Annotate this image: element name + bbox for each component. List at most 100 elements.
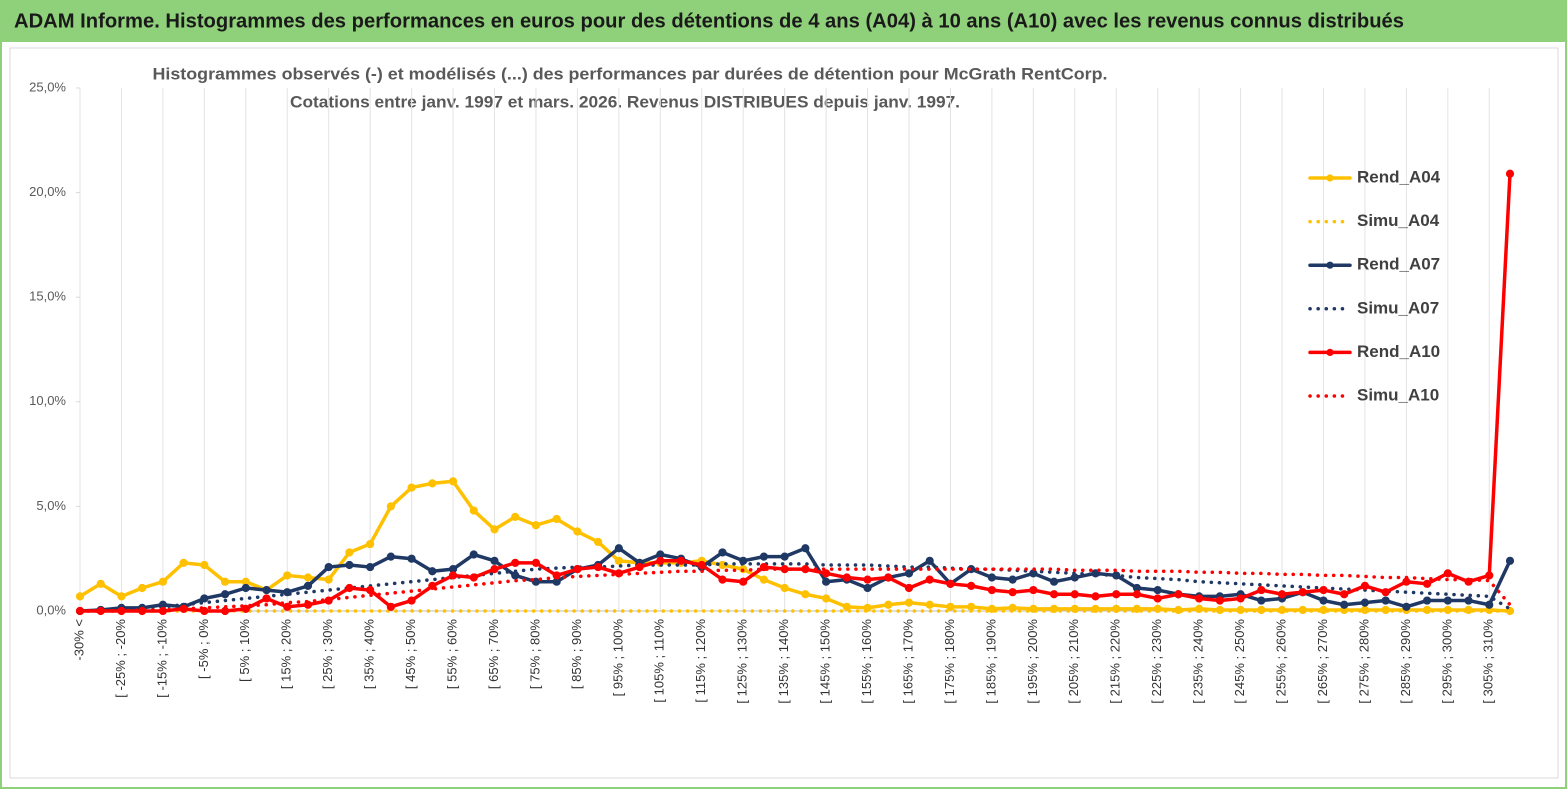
point — [511, 512, 520, 521]
point — [1132, 590, 1142, 599]
point — [220, 577, 230, 586]
point — [531, 521, 541, 530]
legend-label: Simu_A10 — [1357, 385, 1439, 404]
point — [1257, 596, 1266, 605]
point — [1360, 581, 1370, 590]
point — [739, 577, 748, 586]
point — [1402, 602, 1411, 611]
point — [220, 590, 230, 599]
point — [697, 560, 706, 570]
point — [863, 575, 872, 584]
point — [1070, 573, 1079, 582]
point — [324, 575, 333, 584]
point — [967, 581, 976, 590]
x-tick-label: [ 85% ; 90% — [569, 619, 584, 690]
point — [469, 506, 478, 515]
legend-label: Rend_A04 — [1357, 167, 1441, 186]
point — [573, 565, 582, 574]
point — [448, 571, 458, 580]
point — [469, 573, 478, 582]
point — [1505, 169, 1515, 178]
x-tick-label: [ 185% ; 190% — [983, 619, 998, 704]
point — [386, 552, 395, 561]
plot-frame — [9, 47, 1559, 779]
x-tick-label: [ 65% ; 70% — [486, 619, 501, 690]
point — [324, 562, 333, 572]
point — [262, 585, 271, 595]
point — [490, 525, 499, 534]
legend-label: Simu_A04 — [1357, 211, 1440, 230]
point — [1319, 596, 1328, 605]
x-tick-label: [ 155% ; 160% — [859, 619, 874, 704]
point — [366, 585, 375, 595]
point — [656, 556, 665, 565]
point — [241, 583, 250, 593]
point — [925, 575, 934, 584]
x-tick-label: [ 295% ; 300% — [1439, 619, 1454, 704]
point — [490, 556, 499, 565]
point — [200, 594, 209, 603]
x-tick-label: [ 225% ; 230% — [1149, 619, 1164, 704]
x-tick-label: [ -5% ; 0% — [196, 619, 211, 679]
y-tick-label: 0,0% — [36, 602, 66, 617]
point — [366, 562, 375, 572]
point — [863, 583, 872, 593]
point — [614, 544, 623, 553]
point — [428, 567, 437, 576]
point — [552, 514, 561, 524]
observed-line — [78, 546, 1512, 613]
point — [345, 560, 354, 570]
point — [1091, 592, 1100, 601]
grid — [79, 88, 1490, 611]
point — [759, 575, 769, 584]
point — [884, 573, 893, 582]
point — [117, 592, 126, 601]
point — [200, 560, 209, 570]
legend-marker — [1326, 261, 1334, 269]
point — [676, 556, 686, 565]
observed-line — [78, 172, 1512, 613]
point — [987, 585, 996, 595]
point — [407, 596, 416, 605]
point — [1277, 590, 1287, 599]
point — [138, 583, 147, 593]
point — [1029, 585, 1038, 595]
point — [904, 583, 914, 593]
point — [241, 604, 250, 614]
point — [780, 552, 789, 561]
point — [1505, 556, 1515, 565]
point — [821, 569, 831, 578]
legend-label: Rend_A10 — [1357, 342, 1440, 361]
point — [1340, 590, 1349, 599]
point — [158, 577, 167, 586]
point — [345, 583, 354, 593]
point — [1174, 590, 1183, 599]
x-tick-label: [ 305% ; 310% — [1481, 619, 1496, 704]
point — [407, 483, 416, 492]
x-tick-label: [ 205% ; 210% — [1066, 619, 1081, 704]
point — [801, 590, 810, 599]
point — [531, 577, 541, 586]
x-tick-label: [ 215% ; 220% — [1108, 619, 1123, 704]
point — [1485, 571, 1494, 580]
x-tick-label: [ 175% ; 180% — [942, 619, 957, 704]
point — [1132, 604, 1142, 614]
point — [842, 602, 851, 611]
point — [1195, 594, 1204, 603]
point — [283, 602, 292, 611]
point — [925, 556, 934, 565]
point — [718, 548, 727, 557]
x-tick-label: [ 45% ; 50% — [403, 619, 418, 690]
point — [345, 548, 354, 557]
legend-marker — [1326, 174, 1334, 182]
point — [759, 552, 769, 561]
title-banner — [2, 2, 1565, 42]
legend-marker — [1326, 348, 1334, 356]
point — [780, 583, 789, 593]
point — [884, 600, 893, 609]
x-tick-label: [ -15% ; -10% — [154, 619, 169, 698]
point — [469, 550, 478, 559]
point — [75, 592, 85, 601]
y-tick-label: 10,0% — [29, 393, 66, 408]
